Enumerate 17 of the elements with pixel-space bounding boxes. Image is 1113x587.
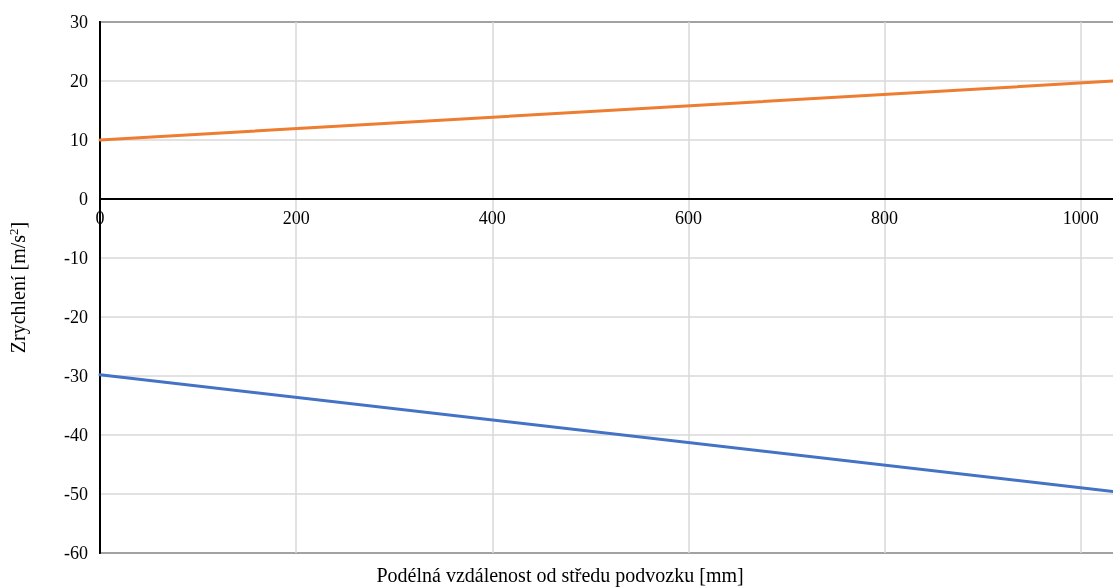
y-tick-label: -20 — [64, 307, 88, 327]
y-tick-label: -40 — [64, 425, 88, 445]
y-axis-title: Zrychlení [m/s2] — [6, 221, 30, 354]
y-tick-label: 0 — [79, 189, 88, 209]
y-tick-label: 30 — [70, 12, 88, 32]
y-tick-label: -60 — [64, 543, 88, 563]
x-tick-label: 800 — [871, 208, 899, 228]
x-tick-label: 600 — [674, 208, 702, 228]
y-tick-label: 10 — [70, 130, 88, 150]
x-tick-label: 200 — [282, 208, 310, 228]
y-tick-label: 20 — [70, 71, 88, 91]
y-tick-label: -10 — [64, 248, 88, 268]
y-tick-label: -50 — [64, 484, 88, 504]
y-tick-label: -30 — [64, 366, 88, 386]
x-tick-label: 400 — [478, 208, 506, 228]
x-axis-title: Podélná vzdálenost od středu podvozku [mm] — [376, 564, 744, 587]
x-tick-label: 1000 — [1062, 208, 1099, 228]
